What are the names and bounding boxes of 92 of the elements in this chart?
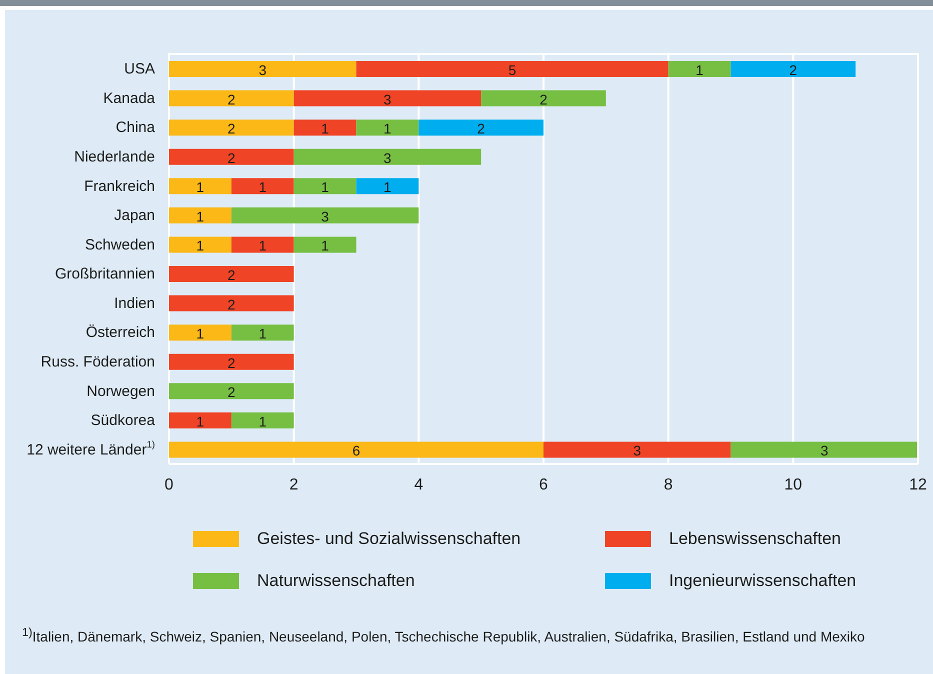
- data-label: 1: [258, 413, 267, 430]
- bar: [294, 178, 356, 194]
- y-tick-label: Schweden: [84, 236, 155, 253]
- bar: [356, 178, 419, 194]
- data-label: 1: [196, 238, 204, 254]
- data-label: 2: [228, 120, 236, 137]
- bar: [169, 442, 544, 458]
- bar: [231, 412, 294, 428]
- data-label: 1: [196, 413, 204, 430]
- data-label: 3: [321, 208, 330, 224]
- data-label: 1: [196, 208, 204, 224]
- data-label: 2: [228, 296, 236, 312]
- data-label: 1: [258, 238, 267, 254]
- y-tick-label: Großbritannien: [54, 265, 155, 282]
- bar: [668, 61, 731, 77]
- legend-label: Geistes- und Sozialwissenschaften: [257, 529, 521, 549]
- legend-label: Naturwissenschaften: [257, 571, 415, 591]
- text: $^{1)}$Italien, Dänemark, Schweiz, Spanien, Neuseeland, Polen, Tschechische Republik, Australien, Südafrika, Brasilien, Estland und Mexiko: [22, 626, 865, 645]
- y-tick-label: Südkorea: [90, 412, 156, 429]
- legend-label: Ingenieurwissenschaften: [669, 571, 856, 591]
- data-label: 1: [321, 120, 330, 137]
- data-label: 1: [258, 179, 267, 196]
- y-tick-label: 12 weitere Länder$^{1)}$: [26, 439, 155, 458]
- x-tick-label: 0: [164, 476, 174, 494]
- y-tick-label: Japan: [114, 206, 155, 224]
- bar: [481, 90, 606, 106]
- data-label: 3: [384, 150, 392, 166]
- data-label: 6: [352, 442, 360, 459]
- bar: [169, 266, 294, 282]
- data-label: 1: [696, 62, 704, 78]
- bar: [169, 61, 356, 77]
- bar: [231, 178, 294, 194]
- bar: [356, 61, 668, 77]
- x-tick-label: 6: [539, 476, 548, 494]
- y-tick-label: Frankreich: [84, 177, 155, 194]
- bar: [356, 120, 419, 136]
- data-label: 1: [196, 179, 204, 196]
- data-label: 2: [228, 150, 236, 166]
- y-tick-label: Kanada: [103, 89, 156, 106]
- data-label: 2: [789, 62, 798, 78]
- data-label: 5: [508, 62, 516, 78]
- data-label: 2: [228, 267, 236, 283]
- bar: [169, 207, 232, 224]
- bar: [294, 236, 356, 253]
- data-label: 1: [321, 179, 330, 196]
- data-label: 2: [228, 354, 236, 371]
- bar: [730, 61, 856, 77]
- data-label: 1: [258, 326, 267, 342]
- x-tick-label: 10: [784, 476, 802, 494]
- bar: [294, 120, 356, 136]
- bar: [169, 295, 294, 312]
- y-tick-label: Österreich: [86, 324, 155, 341]
- bar: [294, 90, 482, 106]
- data-label: 3: [258, 62, 267, 78]
- bar: [169, 178, 232, 194]
- x-tick-label: 2: [289, 476, 298, 494]
- x-tick-label: 4: [414, 476, 424, 494]
- bar: [231, 207, 419, 224]
- bar: [169, 412, 232, 428]
- bar: [294, 148, 482, 165]
- bar: [544, 442, 731, 458]
- y-tick-label: Norwegen: [86, 382, 155, 400]
- y-tick-label: Indien: [114, 294, 155, 312]
- bar: [169, 120, 294, 136]
- data-label: 2: [477, 120, 486, 137]
- y-tick-label: Niederlande: [74, 148, 155, 165]
- bar: [169, 354, 294, 370]
- y-tick-label: Russ. Föderation: [40, 353, 155, 370]
- data-label: 1: [384, 179, 392, 196]
- data-label: 3: [384, 91, 392, 108]
- bar: [169, 90, 294, 106]
- data-label: 1: [196, 326, 204, 342]
- bar: [730, 442, 918, 458]
- bar: [169, 324, 232, 341]
- data-label: 2: [228, 384, 236, 400]
- bar: [169, 236, 232, 253]
- bar: [169, 383, 294, 400]
- legend-label: Lebenswissenschaften: [669, 529, 842, 549]
- bar: [169, 148, 294, 165]
- bar: [231, 324, 294, 341]
- data-label: 1: [321, 238, 330, 254]
- bar: [418, 120, 544, 136]
- x-tick-label: 12: [909, 476, 927, 494]
- data-label: 3: [820, 442, 828, 459]
- data-label: 3: [633, 442, 642, 459]
- y-tick-label: USA: [124, 60, 155, 78]
- data-label: 1: [384, 120, 392, 137]
- y-tick-label: China: [116, 118, 156, 136]
- bar: [231, 236, 294, 253]
- data-label: 2: [228, 91, 236, 108]
- x-tick-label: 8: [664, 476, 673, 494]
- data-label: 2: [540, 91, 548, 108]
